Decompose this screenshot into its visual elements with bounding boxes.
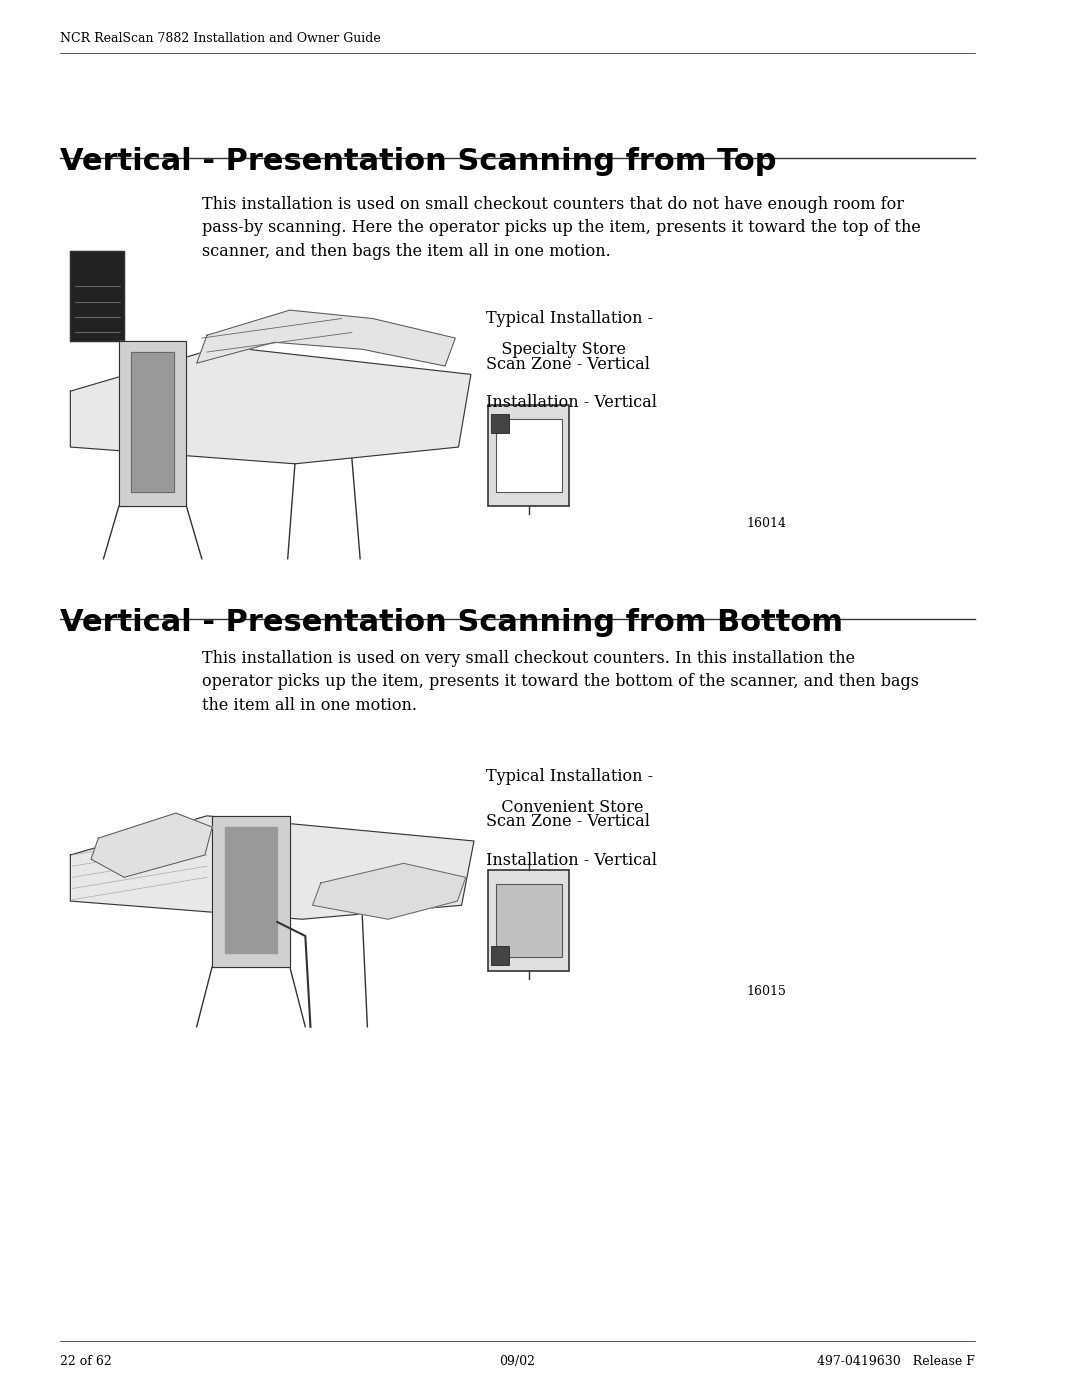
Text: Installation - Vertical: Installation - Vertical: [486, 852, 658, 869]
Polygon shape: [197, 310, 456, 366]
Polygon shape: [70, 816, 474, 919]
Polygon shape: [132, 352, 174, 492]
FancyBboxPatch shape: [490, 414, 509, 433]
Polygon shape: [312, 863, 465, 919]
Polygon shape: [212, 816, 289, 967]
FancyBboxPatch shape: [490, 946, 509, 965]
Text: Installation - Vertical: Installation - Vertical: [486, 394, 658, 411]
Text: Scan Zone - Vertical: Scan Zone - Vertical: [486, 356, 650, 373]
Polygon shape: [119, 341, 186, 506]
Text: NCR RealScan 7882 Installation and Owner Guide: NCR RealScan 7882 Installation and Owner…: [60, 32, 381, 45]
FancyBboxPatch shape: [488, 870, 569, 971]
Text: 22 of 62: 22 of 62: [60, 1355, 111, 1368]
Text: Vertical - Presentation Scanning from Bottom: Vertical - Presentation Scanning from Bo…: [60, 608, 843, 637]
FancyBboxPatch shape: [496, 419, 562, 492]
FancyBboxPatch shape: [496, 884, 562, 957]
Polygon shape: [225, 827, 278, 953]
Polygon shape: [70, 346, 471, 464]
FancyBboxPatch shape: [488, 405, 569, 506]
Text: 09/02: 09/02: [499, 1355, 536, 1368]
Text: Convenient Store: Convenient Store: [486, 799, 644, 816]
Text: Vertical - Presentation Scanning from Top: Vertical - Presentation Scanning from To…: [60, 147, 777, 176]
Text: 16015: 16015: [746, 985, 786, 997]
Text: Typical Installation -: Typical Installation -: [486, 310, 653, 327]
Text: 497-0419630   Release F: 497-0419630 Release F: [816, 1355, 975, 1368]
Text: Specialty Store: Specialty Store: [486, 341, 626, 358]
Polygon shape: [70, 251, 124, 341]
Text: This installation is used on very small checkout counters. In this installation : This installation is used on very small …: [202, 650, 919, 714]
Text: Typical Installation -: Typical Installation -: [486, 768, 653, 785]
Text: Scan Zone - Vertical: Scan Zone - Vertical: [486, 813, 650, 830]
Polygon shape: [91, 813, 212, 877]
Text: This installation is used on small checkout counters that do not have enough roo: This installation is used on small check…: [202, 196, 920, 260]
Text: 16014: 16014: [746, 517, 786, 529]
